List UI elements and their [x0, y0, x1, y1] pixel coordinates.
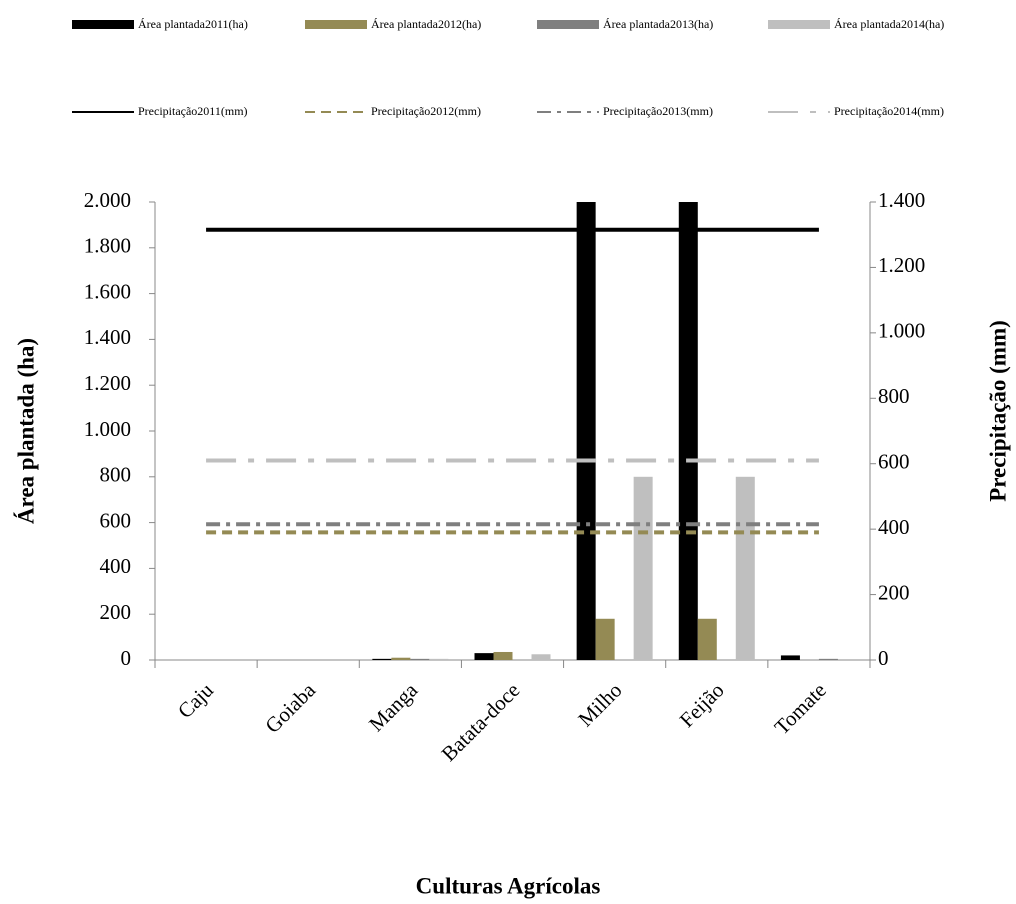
x-tick-label: Milho: [573, 678, 626, 731]
legend-swatch: [537, 20, 599, 29]
bar: [410, 658, 430, 660]
y-tick-label: 1.000: [84, 417, 131, 441]
y-tick-label: 800: [100, 463, 132, 487]
legend-swatch: [768, 20, 830, 29]
legend-swatch: [305, 20, 367, 29]
legend-label: Área plantada2014(ha): [834, 17, 944, 31]
bar: [735, 476, 755, 660]
x-tick-label: Goiaba: [260, 677, 320, 737]
x-axis-title: Culturas Agrícolas: [416, 873, 601, 898]
legend-label: Área plantada2012(ha): [371, 17, 481, 31]
bar: [391, 657, 411, 660]
y2-tick-label: 1.000: [878, 319, 925, 343]
bar: [429, 658, 449, 660]
y-axis-title: Área plantada (ha): [13, 338, 38, 524]
y2-tick-label: 400: [878, 515, 910, 539]
y2-tick-label: 1.200: [878, 253, 925, 277]
legend-label: Área plantada2013(ha): [603, 17, 713, 31]
y2-tick-label: 200: [878, 580, 910, 604]
y-tick-label: 1.200: [84, 371, 131, 395]
bar: [576, 202, 596, 660]
x-tick-label: Feijão: [675, 678, 729, 732]
bar: [780, 655, 800, 660]
x-tick-label: Manga: [364, 677, 423, 736]
y2-tick-label: 600: [878, 450, 910, 474]
bar: [818, 658, 838, 660]
legend-swatch: [72, 20, 134, 29]
y-tick-label: 600: [100, 508, 132, 532]
x-tick-label: Batata-doce: [437, 678, 525, 766]
y-tick-label: 1.400: [84, 325, 131, 349]
x-tick-label: Tomate: [770, 678, 831, 739]
bar: [678, 202, 698, 660]
bar: [595, 618, 615, 660]
y2-tick-label: 0: [878, 646, 889, 670]
y2-tick-label: 1.400: [878, 188, 925, 212]
legend-label: Área plantada2011(ha): [138, 17, 248, 31]
y-tick-label: 2.000: [84, 188, 131, 212]
y2-axis-title: Precipitação (mm): [985, 320, 1010, 502]
y-tick-label: 1.600: [84, 279, 131, 303]
bar: [697, 618, 717, 660]
y-tick-label: 200: [100, 600, 132, 624]
y-tick-label: 1.800: [84, 234, 131, 258]
y-tick-label: 400: [100, 554, 132, 578]
y2-tick-label: 800: [878, 384, 910, 408]
legend-label: Precipitação2011(mm): [138, 104, 248, 118]
bar: [372, 658, 392, 660]
bar: [493, 651, 513, 660]
legend-label: Precipitação2013(mm): [603, 104, 713, 118]
legend-label: Precipitação2012(mm): [371, 104, 481, 118]
x-tick-label: Caju: [173, 678, 218, 723]
bar: [474, 653, 494, 660]
bar: [531, 654, 551, 660]
y-tick-label: 0: [121, 646, 132, 670]
bar: [633, 476, 653, 660]
legend-label: Precipitação2014(mm): [834, 104, 944, 118]
